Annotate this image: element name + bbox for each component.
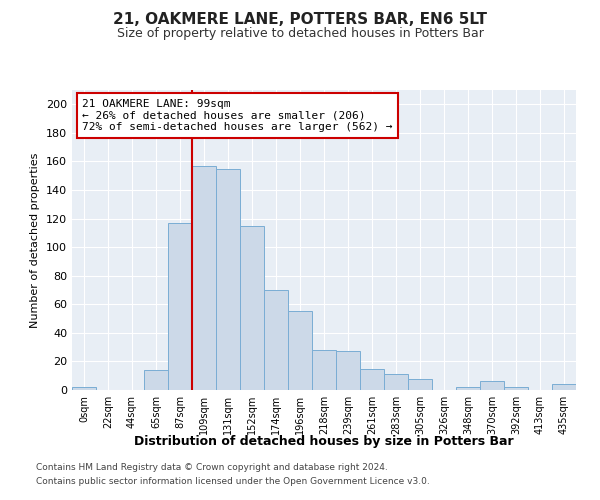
Bar [264,290,288,390]
Bar [192,166,216,390]
Bar [216,168,240,390]
Text: Contains HM Land Registry data © Crown copyright and database right 2024.: Contains HM Land Registry data © Crown c… [36,464,388,472]
Bar [72,387,96,390]
Text: Contains public sector information licensed under the Open Government Licence v3: Contains public sector information licen… [36,477,430,486]
Bar [504,387,528,390]
Text: 21, OAKMERE LANE, POTTERS BAR, EN6 5LT: 21, OAKMERE LANE, POTTERS BAR, EN6 5LT [113,12,487,28]
Bar [168,223,192,390]
Bar [336,352,360,390]
Bar [480,382,504,390]
Text: Size of property relative to detached houses in Potters Bar: Size of property relative to detached ho… [116,28,484,40]
Bar [288,312,312,390]
Bar [456,387,480,390]
Text: Distribution of detached houses by size in Potters Bar: Distribution of detached houses by size … [134,435,514,448]
Bar [384,374,408,390]
Y-axis label: Number of detached properties: Number of detached properties [31,152,40,328]
Bar [144,370,168,390]
Bar [312,350,336,390]
Bar [240,226,264,390]
Bar [408,378,432,390]
Bar [360,368,384,390]
Bar [552,384,576,390]
Text: 21 OAKMERE LANE: 99sqm
← 26% of detached houses are smaller (206)
72% of semi-de: 21 OAKMERE LANE: 99sqm ← 26% of detached… [82,99,392,132]
